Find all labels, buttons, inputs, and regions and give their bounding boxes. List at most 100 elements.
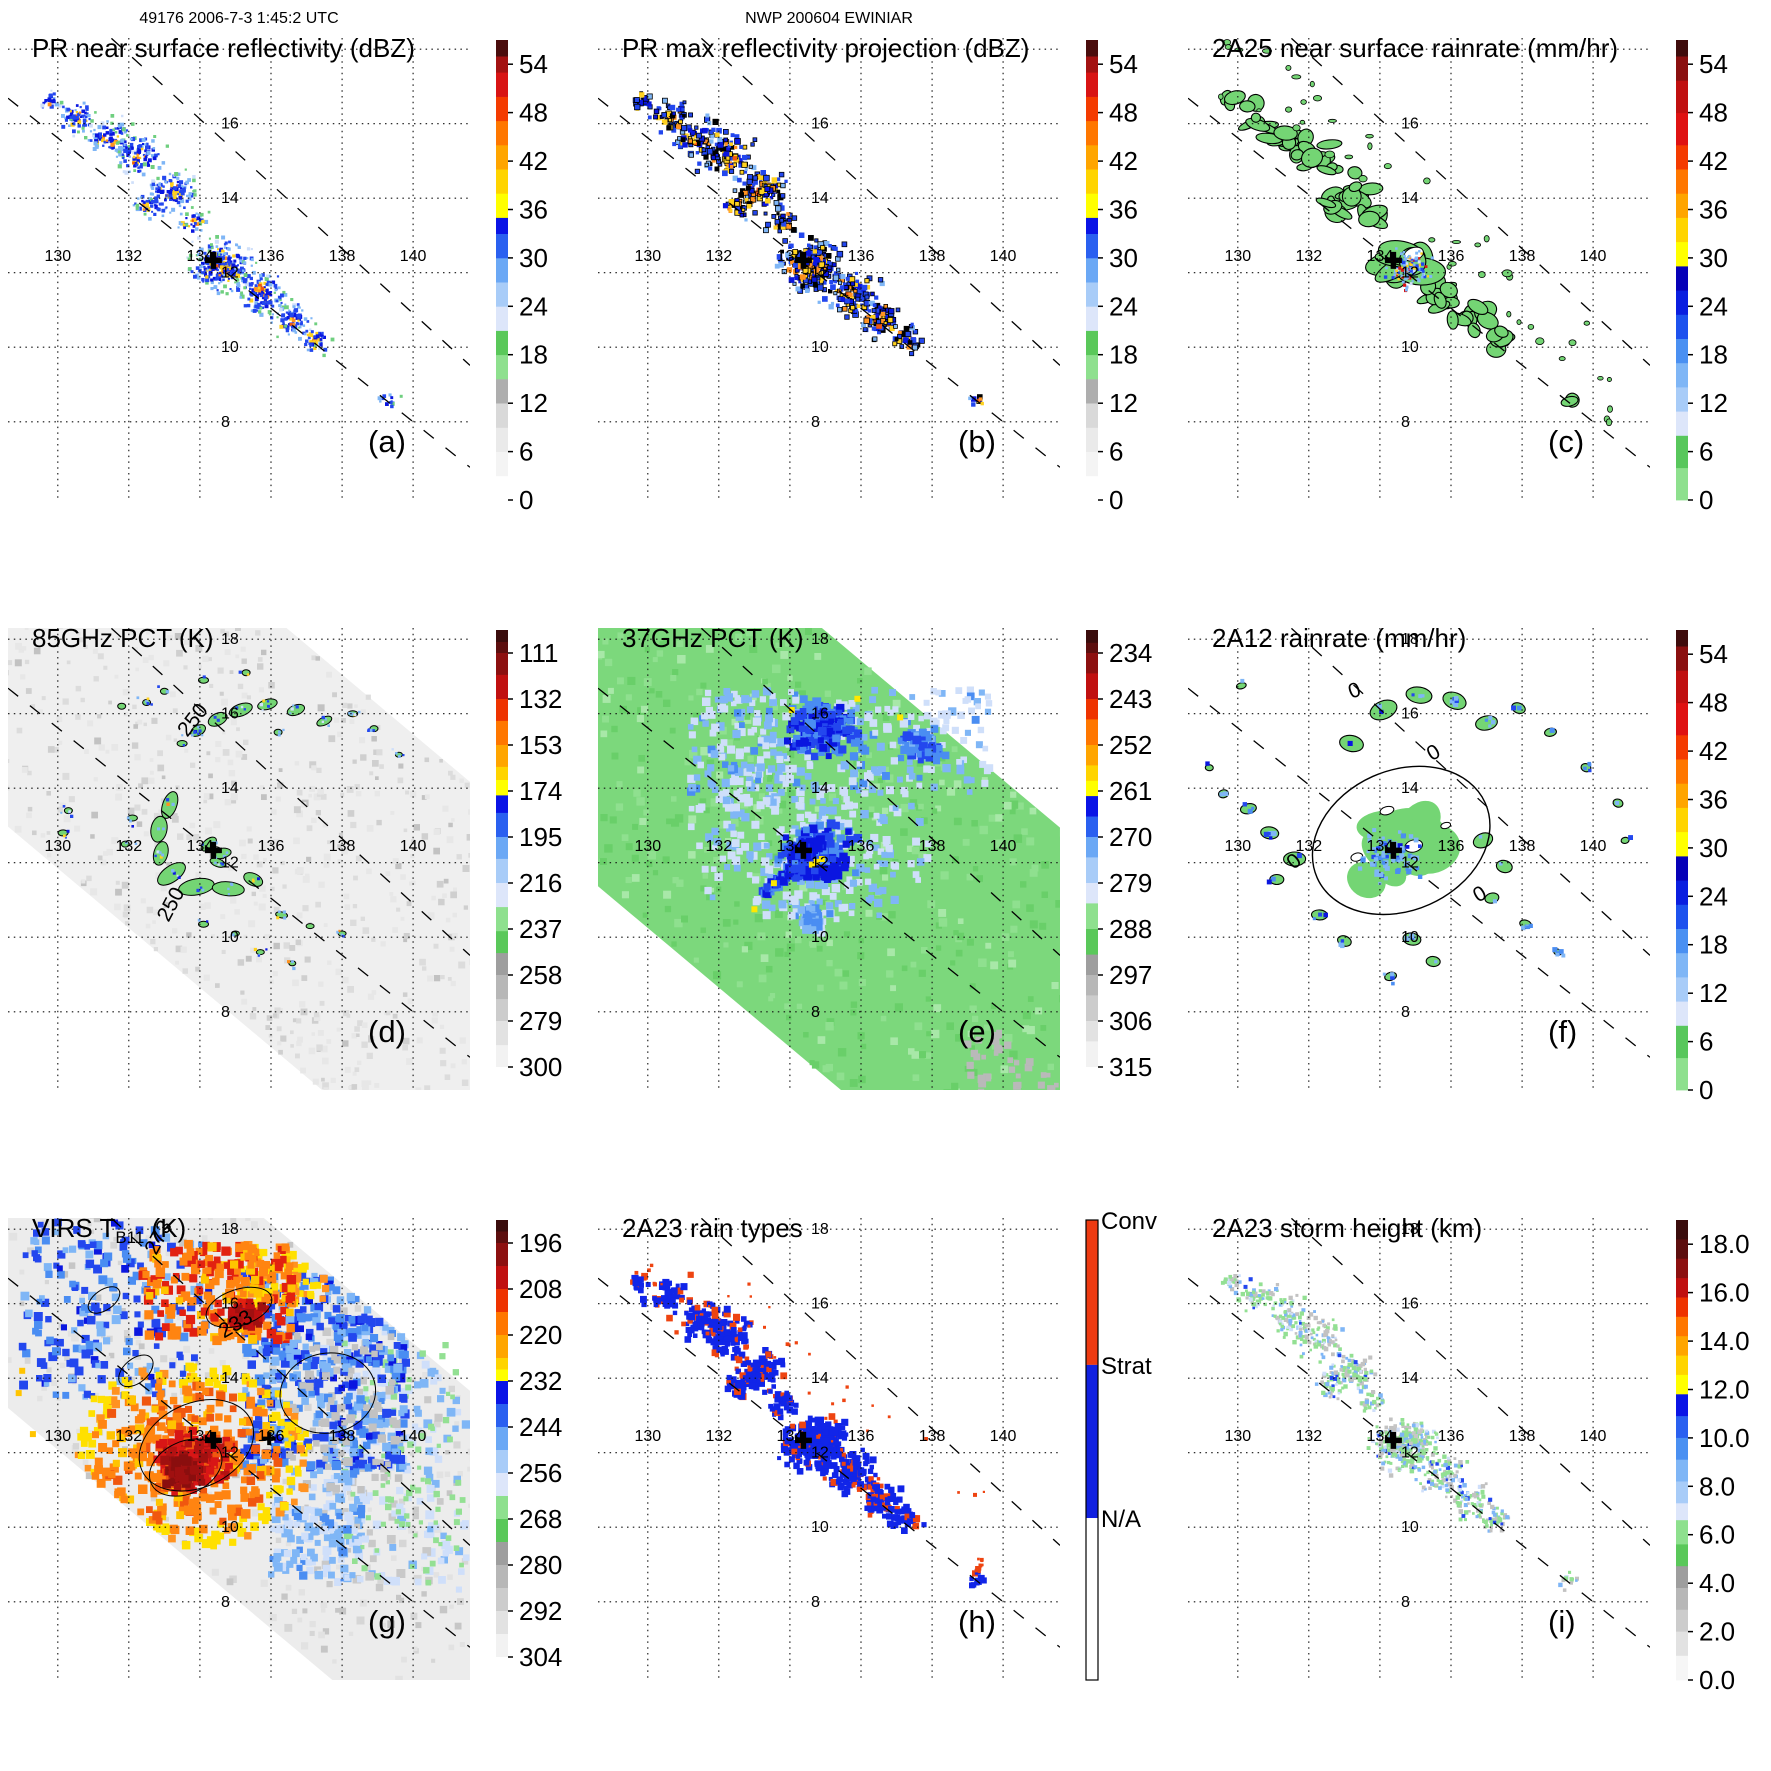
- svg-text:30: 30: [519, 243, 548, 273]
- panel-c-letter: (c): [1548, 424, 1585, 459]
- svg-text:42: 42: [1699, 146, 1728, 176]
- svg-text:136: 136: [848, 248, 875, 265]
- panel-d: 130 132 134 136 138 140 18 16 14 12 10 8 250 250 111 13…: [0, 590, 590, 1181]
- panel-g-letter: (g): [368, 1604, 406, 1639]
- svg-text:216: 216: [519, 868, 562, 898]
- svg-text:16: 16: [221, 116, 239, 133]
- svg-text:42: 42: [1109, 146, 1138, 176]
- panel-h-letter: (h): [958, 1604, 996, 1639]
- svg-text:258: 258: [519, 960, 562, 990]
- svg-text:12: 12: [1699, 388, 1728, 418]
- svg-text:237: 237: [519, 914, 562, 944]
- svg-text:138: 138: [329, 838, 356, 855]
- svg-text:24: 24: [519, 291, 548, 321]
- svg-text:138: 138: [329, 248, 356, 265]
- svg-text:132: 132: [1295, 248, 1322, 265]
- panel-c: 130 132 134 136 138 140 16 14 12 10 8 54 48 42 36 30 24 1…: [1180, 0, 1770, 591]
- panel-d-letter: (d): [368, 1014, 406, 1049]
- svg-text:153: 153: [519, 730, 562, 760]
- panel-b-svg: 130 132 134 136 138 1401614121085448423630241…: [598, 38, 1138, 515]
- svg-text:10: 10: [221, 929, 239, 946]
- panel-c-title: 2A25 near surface rainrate (mm/hr): [1212, 33, 1619, 63]
- svg-text:130: 130: [44, 248, 71, 265]
- svg-text:136: 136: [258, 248, 285, 265]
- svg-text:130: 130: [44, 838, 71, 855]
- svg-text:18: 18: [1699, 340, 1728, 370]
- svg-text:14: 14: [221, 780, 239, 797]
- svg-text:140: 140: [990, 248, 1017, 265]
- panel-g-svg: 130 132 134 136 138 1401816141210827323319620…: [8, 1218, 562, 1681]
- panel-d-svg: 130 132 134 136 138 1401816141210825025011113…: [8, 628, 562, 1091]
- svg-text:10: 10: [221, 339, 239, 356]
- panel-e-letter: (e): [958, 1014, 996, 1049]
- panel-g-title: VIRS TB11 (K): [32, 1213, 187, 1248]
- svg-text:132: 132: [115, 838, 142, 855]
- svg-text:18: 18: [519, 340, 548, 370]
- svg-text:174: 174: [519, 776, 562, 806]
- panel-a-letter: (a): [368, 424, 406, 459]
- svg-text:10: 10: [811, 339, 829, 356]
- svg-text:138: 138: [1509, 248, 1536, 265]
- panel-i: 130 132 134 136 138 140 18 16 14 12 10 8 18.0 16.0 14.…: [1180, 1180, 1770, 1771]
- svg-text:54: 54: [1699, 49, 1728, 79]
- svg-text:30: 30: [1699, 243, 1728, 273]
- svg-text:8: 8: [811, 414, 820, 431]
- panel-a-scan-header: 49176 2006-7-3 1:45:2 UTC: [139, 10, 339, 27]
- svg-text:0: 0: [1699, 485, 1713, 515]
- panel-f: 130 132 134 136 138 140 18 16 14 12 10 8 0 0 0 0 54 48 42 3…: [1180, 590, 1770, 1181]
- svg-text:42: 42: [519, 146, 548, 176]
- svg-text:12: 12: [1401, 265, 1419, 282]
- panel-d-title: 85GHz PCT (K): [32, 623, 214, 653]
- svg-text:36: 36: [1109, 195, 1138, 225]
- svg-text:8: 8: [221, 1004, 230, 1021]
- svg-text:132: 132: [705, 248, 732, 265]
- svg-text:18: 18: [221, 631, 239, 648]
- svg-text:48: 48: [1699, 98, 1728, 128]
- svg-text:16: 16: [1401, 116, 1419, 133]
- svg-text:6: 6: [1109, 437, 1123, 467]
- panel-h-svg: 130 132 134 136 138 14018161412108ConvStratN/…: [598, 1208, 1157, 1681]
- svg-text:136: 136: [258, 838, 285, 855]
- svg-text:140: 140: [1580, 248, 1607, 265]
- panel-a-title: PR near surface reflectivity (dBZ): [32, 33, 415, 63]
- svg-text:12: 12: [519, 388, 548, 418]
- svg-text:48: 48: [1109, 98, 1138, 128]
- panel-h: 130 132 134 136 138 140 18 16 14 12 10 8 Conv Strat N/…: [590, 1180, 1180, 1771]
- svg-text:6: 6: [1699, 437, 1713, 467]
- panel-b-storm-header: NWP 200604 EWINIAR: [745, 10, 913, 27]
- svg-text:111: 111: [519, 638, 559, 668]
- panel-f-svg: 130 132 134 136 138 1401816141210800005448423…: [1188, 628, 1728, 1105]
- panel-a: 130 132 134 136 138 140 16 14 12 10 8 54 48 42 36 30 24 1…: [0, 0, 590, 591]
- svg-text:24: 24: [1109, 291, 1138, 321]
- svg-text:6: 6: [519, 437, 533, 467]
- svg-text:14: 14: [811, 190, 829, 207]
- svg-text:18: 18: [1109, 340, 1138, 370]
- panel-i-svg: 130 132 134 136 138 1401816141210818.016.014.…: [1188, 1218, 1750, 1695]
- panel-f-title: 2A12 rainrate (mm/hr): [1212, 623, 1467, 653]
- panel-c-svg: 130 132 134 136 138 1401614121085448423630241…: [1188, 38, 1728, 515]
- svg-text:8: 8: [221, 414, 230, 431]
- panel-h-title: 2A23 rain types: [622, 1213, 803, 1243]
- svg-text:12: 12: [1109, 388, 1138, 418]
- svg-text:36: 36: [1699, 195, 1728, 225]
- svg-text:130: 130: [1224, 248, 1251, 265]
- svg-text:140: 140: [400, 838, 427, 855]
- panel-b: 130 132 134 136 138 140 16 14 12 10 8 54 48 42 36 30 24 1…: [590, 0, 1180, 591]
- svg-text:279: 279: [519, 1006, 562, 1036]
- svg-text:132: 132: [115, 248, 142, 265]
- svg-text:54: 54: [1109, 49, 1138, 79]
- svg-text:16: 16: [811, 116, 829, 133]
- svg-text:132: 132: [519, 684, 562, 714]
- svg-text:10: 10: [1401, 339, 1419, 356]
- svg-text:54: 54: [519, 49, 548, 79]
- svg-text:12: 12: [221, 855, 239, 872]
- svg-text:24: 24: [1699, 291, 1728, 321]
- svg-text:138: 138: [919, 248, 946, 265]
- panel-g: 130 132 134 136 138 140 18 16 14 12 10 8 273 233 196 20…: [0, 1180, 590, 1771]
- panel-i-letter: (i): [1548, 1604, 1576, 1639]
- svg-text:0: 0: [519, 485, 533, 515]
- panel-e: 130 132 134 136 138 140 18 16 14 12 10 8 234 243 252 26…: [590, 590, 1180, 1181]
- svg-text:12: 12: [811, 265, 829, 282]
- panel-e-title: 37GHz PCT (K): [622, 623, 804, 653]
- panel-f-letter: (f): [1548, 1014, 1578, 1049]
